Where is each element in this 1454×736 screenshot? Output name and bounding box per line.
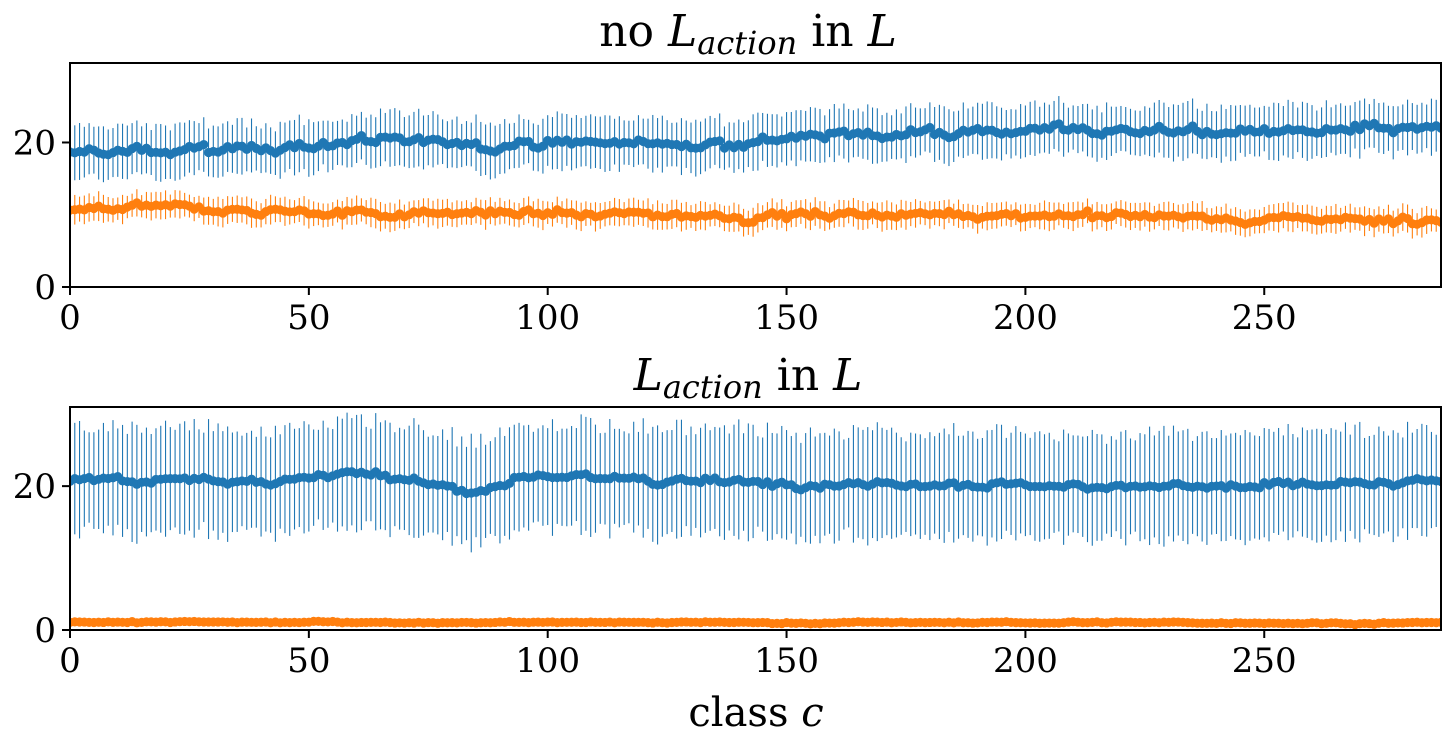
series-2 — [70, 189, 1441, 239]
subplot-1: 0 50 100 150 200 250 0 20 — [13, 62, 1442, 338]
subplot-2-title: Laction in L — [633, 350, 863, 406]
subplot-1-title: no Laction in L — [599, 6, 897, 62]
x-tick-label: 50 — [287, 298, 330, 338]
axes-frame — [69, 406, 1442, 631]
x-tick-label: 100 — [515, 641, 580, 681]
y-tick-label: 0 — [34, 611, 56, 651]
data-point — [1436, 123, 1441, 133]
data-point — [199, 139, 209, 150]
data-point — [715, 136, 725, 146]
data-point — [471, 138, 481, 148]
data-point — [1436, 617, 1441, 627]
series-1 — [70, 96, 1441, 183]
x-tick-label: 250 — [1232, 298, 1297, 338]
title-2-loss-subscript: action — [663, 368, 763, 406]
title-1-loss-symbol: L — [667, 6, 697, 57]
subplot-2: 0 50 100 150 200 250 0 20 — [13, 406, 1442, 681]
series-2 — [70, 616, 1441, 630]
x-axis-label-prefix: class — [688, 690, 801, 736]
title-1-prefix: no — [599, 6, 668, 57]
x-tick-label: 0 — [59, 641, 81, 681]
data-point — [925, 122, 935, 133]
axes-frame — [69, 62, 1442, 288]
x-tick-label: 50 — [287, 641, 330, 681]
series-1 — [70, 412, 1441, 553]
title-1-loss-symbol2: L — [867, 6, 897, 57]
y-tick-label: 20 — [13, 123, 56, 163]
plot-area-2 — [70, 412, 1441, 630]
data-point — [1436, 476, 1441, 487]
data-point — [1436, 217, 1441, 227]
x-tick-label: 200 — [993, 641, 1058, 681]
x-tick-label: 200 — [993, 298, 1058, 338]
x-tick-label: 150 — [754, 298, 819, 338]
y-tick-label: 20 — [13, 467, 56, 507]
x-tick-label: 0 — [59, 298, 81, 338]
x-axis-label: class c — [688, 690, 823, 736]
y-tick-label: 0 — [34, 268, 56, 308]
x-tick-label: 100 — [515, 298, 580, 338]
title-2-loss-symbol: L — [633, 350, 663, 401]
x-tick-label: 150 — [754, 641, 819, 681]
title-2-middle: in — [763, 350, 833, 401]
title-1-loss-subscript: action — [697, 24, 797, 62]
x-axis-label-symbol: c — [801, 690, 823, 736]
x-tick-label: 250 — [1232, 641, 1297, 681]
data-point — [1082, 206, 1093, 216]
plot-area-1 — [70, 96, 1441, 239]
title-2-loss-symbol2: L — [832, 350, 862, 401]
title-1-middle: in — [797, 6, 867, 57]
